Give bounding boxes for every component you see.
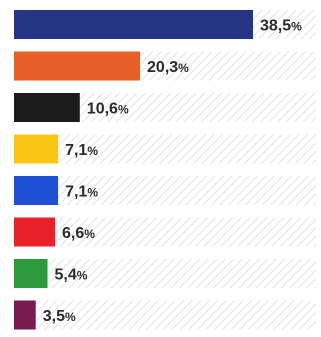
bar-track: [14, 176, 316, 205]
data-label-value: 6,6: [62, 225, 84, 242]
value-labels: 38,5%20,3%10,6%7,1%7,1%6,6%5,4%3,5%: [43, 18, 302, 326]
data-label-value: 38,5: [260, 18, 291, 35]
data-label: 3,5%: [43, 308, 76, 325]
data-label-unit: %: [178, 61, 189, 75]
data-label-value: 7,1: [65, 184, 87, 201]
bar-track: [14, 259, 316, 288]
bar: [14, 300, 36, 330]
data-label-unit: %: [87, 186, 98, 200]
data-label-unit: %: [77, 269, 88, 283]
data-label-value: 7,1: [65, 142, 87, 159]
data-label-unit: %: [87, 144, 98, 158]
bar: [14, 217, 55, 247]
bar-track: [14, 217, 316, 247]
data-label: 5,4%: [55, 267, 88, 284]
data-label: 20,3%: [147, 59, 189, 76]
bar-track: [14, 134, 316, 164]
data-label-unit: %: [65, 310, 76, 324]
bar: [14, 259, 48, 288]
bar: [14, 176, 59, 205]
bars: [14, 10, 253, 330]
data-label: 38,5%: [260, 18, 302, 35]
data-label: 10,6%: [87, 101, 129, 118]
data-label-unit: %: [291, 20, 302, 34]
data-label: 7,1%: [65, 142, 98, 159]
bar: [14, 93, 80, 122]
bar-tracks: [14, 10, 316, 330]
data-label-value: 5,4: [55, 267, 77, 284]
data-label-unit: %: [84, 227, 95, 241]
data-label-unit: %: [118, 103, 129, 117]
data-label-value: 3,5: [43, 308, 65, 325]
data-label: 6,6%: [62, 225, 95, 242]
bar-track: [14, 300, 316, 330]
bar: [14, 51, 141, 81]
bar: [14, 134, 59, 164]
data-label-value: 10,6: [87, 101, 118, 118]
bar: [14, 10, 253, 39]
data-label: 7,1%: [65, 184, 98, 201]
data-label-value: 20,3: [147, 59, 178, 76]
